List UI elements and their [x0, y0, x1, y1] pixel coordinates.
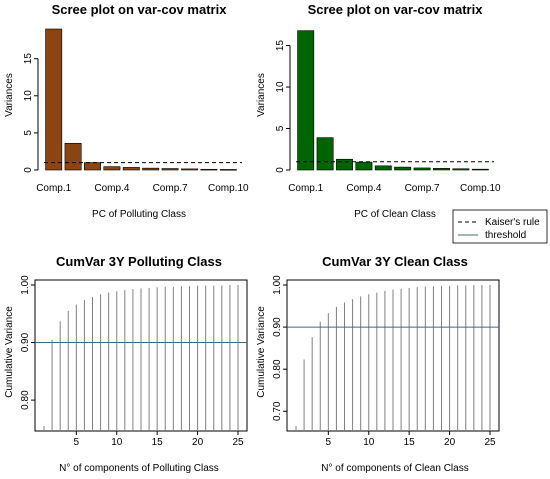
bar: [181, 168, 198, 171]
x-tick-label: 20: [192, 437, 204, 448]
y-tick-label: 5: [275, 125, 286, 131]
y-tick-label: 15: [275, 40, 286, 52]
bar: [413, 167, 431, 171]
x-tick-label: 5: [74, 437, 80, 448]
bar: [103, 166, 121, 171]
y-axis-label: Variances: [4, 73, 15, 117]
scree-plot-clean: Scree plot on var-cov matrix PC of Clean…: [256, 2, 501, 220]
y-axis-label: Cumulative Variance: [256, 306, 267, 398]
scree-plot-polluting: Scree plot on var-cov matrix PC of Pollu…: [4, 2, 249, 220]
x-tick-label: 20: [444, 437, 456, 448]
bar: [297, 30, 315, 171]
bar: [84, 162, 101, 171]
y-tick-label: 1.00: [20, 275, 31, 295]
y-tick-label: 0.90: [20, 332, 31, 352]
legend-kaiser-label: Kaiser's rule: [485, 217, 540, 228]
y-tick-label: 0.70: [272, 401, 283, 421]
x-axis-label: N° of components of Clean Class: [321, 463, 468, 474]
y-axis-label: Cumulative Variance: [4, 306, 15, 398]
x-tick-label: 10: [363, 437, 375, 448]
y-tick-label: 1.00: [272, 275, 283, 295]
bar: [219, 169, 237, 171]
bar: [316, 137, 334, 171]
bar: [374, 165, 392, 171]
y-tick-label: 5: [23, 130, 34, 136]
y-tick-label: 0.80: [20, 390, 31, 410]
x-tick-label: Comp.10: [208, 183, 249, 194]
cumvar-plot-polluting: CumVar 3Y Polluting Class N° of componen…: [4, 254, 248, 474]
y-tick-label: 10: [23, 90, 34, 102]
x-tick-label: Comp.1: [36, 183, 71, 194]
bar: [161, 168, 179, 171]
chart-title: CumVar 3Y Clean Class: [322, 254, 468, 269]
y-tick-label: 15: [23, 53, 34, 65]
x-tick-label: 5: [326, 437, 332, 448]
x-axis-label: PC of Polluting Class: [92, 209, 186, 220]
y-axis-label: Variances: [256, 73, 267, 117]
x-tick-label: Comp.4: [94, 183, 129, 194]
x-tick-label: Comp.1: [288, 183, 323, 194]
cumvar-plot-clean: CumVar 3Y Clean Class N° of components o…: [256, 254, 500, 474]
bar: [452, 168, 470, 171]
chart-title: CumVar 3Y Polluting Class: [56, 254, 222, 269]
legend-box: [452, 209, 548, 244]
bar: [336, 158, 353, 171]
x-tick-label: 25: [232, 437, 244, 448]
x-tick-label: 25: [484, 437, 496, 448]
bar: [142, 167, 160, 171]
legend-threshold-label: threshold: [485, 230, 526, 241]
chart-title: Scree plot on var-cov matrix: [52, 2, 228, 17]
bar: [394, 166, 412, 171]
y-tick-label: 0: [275, 167, 286, 173]
y-tick-label: 10: [275, 81, 286, 93]
bar: [200, 168, 218, 171]
x-axis-label: N° of components of Polluting Class: [59, 463, 219, 474]
x-tick-label: Comp.10: [460, 183, 501, 194]
x-tick-label: 15: [404, 437, 416, 448]
chart-title: Scree plot on var-cov matrix: [308, 2, 484, 17]
x-tick-label: Comp.7: [405, 183, 440, 194]
x-axis-label: PC of Clean Class: [354, 209, 436, 220]
x-tick-label: Comp.4: [346, 183, 381, 194]
bar: [122, 167, 140, 171]
bar: [355, 161, 373, 171]
legend: Kaiser's rule threshold: [452, 209, 548, 244]
bar: [45, 28, 63, 171]
bar: [433, 168, 450, 171]
y-tick-label: 0.80: [272, 359, 283, 379]
x-tick-label: Comp.7: [153, 183, 188, 194]
x-tick-label: 10: [111, 437, 123, 448]
bar: [64, 142, 82, 171]
bar: [471, 168, 489, 171]
x-tick-label: 15: [152, 437, 164, 448]
y-tick-label: 0.90: [272, 317, 283, 337]
y-tick-label: 0: [23, 167, 34, 173]
